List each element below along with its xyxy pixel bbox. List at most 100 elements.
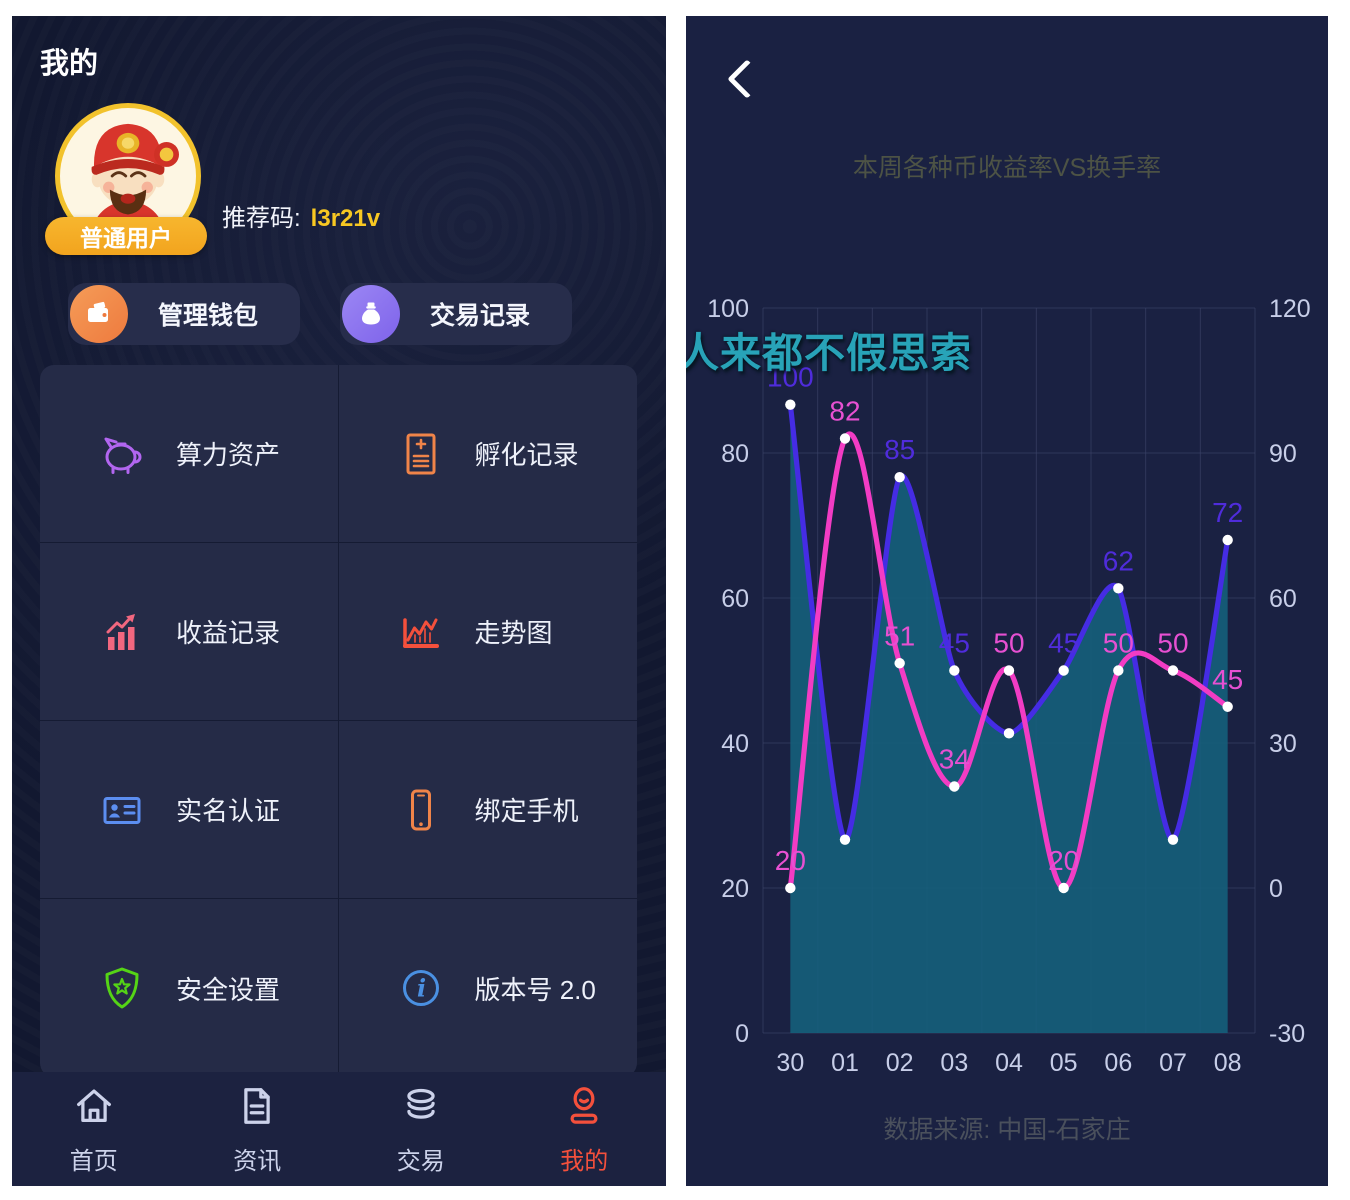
info-icon: i [397, 964, 445, 1012]
quick-actions: 管理钱包 交易记录 [68, 283, 572, 345]
value-label: 45 [1048, 628, 1079, 659]
god-of-wealth-avatar-icon [62, 110, 194, 242]
wallet-icon [70, 285, 128, 343]
nav-label: 我的 [560, 1147, 609, 1175]
menu-label: 安全设置 [176, 974, 281, 1005]
left-axis-tick: 0 [735, 1020, 749, 1048]
nav-item-home[interactable]: 首页 [12, 1072, 176, 1186]
shield-star-icon [98, 964, 146, 1012]
menu-label: 绑定手机 [474, 796, 579, 826]
avatar-image [55, 103, 201, 249]
data-point [1003, 665, 1015, 676]
data-point [1222, 701, 1233, 712]
menu-label: 孵化记录 [474, 440, 579, 470]
menu-label: 实名认证 [176, 796, 281, 826]
watermark-text: 人来都不假思索 [686, 330, 972, 376]
value-label: 45 [1212, 664, 1243, 695]
user-level-badge: 普通用户 [45, 217, 207, 255]
left-axis-tick: 100 [707, 295, 749, 323]
value-label: 51 [884, 620, 915, 651]
value-label: 100 [767, 362, 814, 393]
x-axis-tick: 03 [940, 1049, 968, 1077]
left-axis-tick: 20 [721, 875, 749, 903]
right-axis-tick: 90 [1269, 440, 1297, 468]
data-point [1167, 834, 1179, 845]
data-point [1003, 728, 1015, 739]
right-axis-tick: -30 [1269, 1020, 1305, 1048]
document-plus-icon [397, 430, 445, 478]
bar-chart-up-icon [98, 608, 146, 656]
data-source-text: 数据来源: 中国-石家庄 [883, 1116, 1131, 1144]
nav-label: 交易 [396, 1147, 445, 1175]
value-label: 20 [1048, 845, 1079, 876]
menu-label: 走势图 [474, 618, 553, 648]
menu-item-bind-phone[interactable]: 绑定手机 [338, 721, 637, 899]
transaction-history-label: 交易记录 [429, 302, 530, 330]
menu-grid: 算力资产 孵化记录 [40, 365, 637, 1077]
value-label: 50 [1157, 628, 1188, 659]
x-axis-tick: 30 [776, 1049, 804, 1077]
menu-item-security-settings[interactable]: 安全设置 [40, 899, 339, 1077]
data-point [949, 665, 960, 676]
x-axis-tick: 06 [1104, 1049, 1132, 1077]
bottom-nav: 首页 资讯 [12, 1072, 666, 1186]
data-point [785, 399, 796, 410]
menu-item-hashrate-assets[interactable]: 算力资产 [40, 365, 339, 543]
referral-code-value: l3r21v [310, 205, 381, 232]
menu-item-income-records[interactable]: 收益记录 [40, 543, 339, 721]
right-axis-tick: 60 [1269, 585, 1297, 613]
left-axis-tick: 40 [721, 730, 749, 758]
series-area-blue-line-right-axis [790, 404, 1228, 1034]
menu-item-identity-verification[interactable]: 实名认证 [40, 721, 339, 899]
trend-chart-icon [397, 608, 445, 656]
user-icon [561, 1083, 607, 1134]
value-label: 82 [829, 396, 860, 427]
line-chart: 100 120 80 90 60 60 40 30 20 0 0 -30 30 01 02 03 04 05 06 0… [707, 295, 1311, 1077]
data-point [785, 882, 796, 894]
data-point [1167, 665, 1179, 676]
menu-item-incubation-records[interactable]: 孵化记录 [338, 365, 637, 543]
value-label: 45 [939, 628, 970, 659]
value-label: 50 [1103, 628, 1134, 659]
data-point [1222, 534, 1233, 546]
manage-wallet-label: 管理钱包 [157, 302, 258, 330]
home-icon [71, 1083, 117, 1134]
nav-item-trade[interactable]: 交易 [339, 1072, 503, 1186]
right-axis-tick: 30 [1269, 730, 1297, 758]
nav-item-profile[interactable]: 我的 [503, 1072, 667, 1186]
page-title: 我的 [40, 48, 99, 80]
manage-wallet-button[interactable]: 管理钱包 [68, 283, 300, 345]
data-point [839, 433, 851, 444]
id-card-icon [98, 786, 146, 834]
x-axis-tick: 02 [886, 1049, 914, 1077]
data-point [894, 471, 905, 483]
menu-item-version[interactable]: i 版本号 2.0 [339, 899, 638, 1077]
x-axis-tick: 05 [1050, 1049, 1078, 1077]
transaction-history-button[interactable]: 交易记录 [340, 283, 572, 345]
data-point [1058, 882, 1069, 894]
menu-item-trend-chart[interactable]: 走势图 [338, 543, 637, 721]
piggy-bank-icon [98, 430, 146, 478]
x-axis-tick: 01 [831, 1049, 859, 1077]
left-axis-tick: 60 [721, 585, 749, 613]
value-label: 50 [993, 628, 1024, 659]
x-axis-tick: 04 [995, 1049, 1023, 1077]
x-axis-tick: 07 [1159, 1049, 1187, 1077]
profile-page: 我的 [12, 16, 666, 1186]
news-icon [234, 1083, 280, 1134]
chart-page: 本周各种币收益率VS换手率 100 120 80 90 60 60 40 30 20 0 0 -30 3… [686, 16, 1328, 1186]
svg-text:i: i [417, 974, 426, 1003]
referral-code-row: 推荐码: l3r21v [222, 198, 380, 233]
menu-label: 版本号 2.0 [474, 974, 596, 1005]
money-bag-icon [342, 285, 400, 343]
nav-item-news[interactable]: 资讯 [176, 1072, 340, 1186]
right-axis-tick: 120 [1269, 295, 1311, 323]
value-label: 85 [884, 434, 915, 465]
right-axis-tick: 0 [1269, 875, 1283, 903]
avatar[interactable]: 普通用户 [45, 103, 207, 255]
menu-label: 收益记录 [176, 618, 281, 648]
data-point [894, 658, 905, 669]
x-axis-tick: 08 [1214, 1049, 1242, 1077]
left-axis-tick: 80 [721, 440, 749, 468]
coins-icon [398, 1083, 444, 1134]
